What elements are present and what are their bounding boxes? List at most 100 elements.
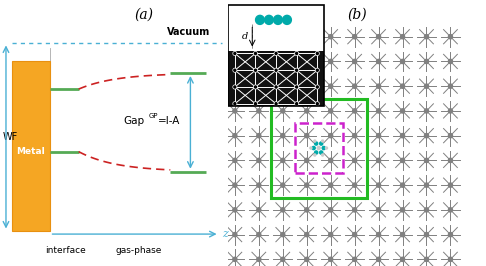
Circle shape [329,208,333,212]
Circle shape [400,183,404,187]
Circle shape [257,208,261,212]
Circle shape [257,84,261,88]
Circle shape [274,85,278,89]
Circle shape [295,68,299,72]
Circle shape [329,59,333,64]
Bar [271,99,366,197]
Circle shape [400,134,404,138]
Circle shape [314,142,318,145]
Circle shape [329,232,333,237]
Circle shape [317,146,320,150]
Text: d: d [242,32,248,41]
Text: z: z [222,229,227,239]
Circle shape [400,232,404,237]
Circle shape [305,109,309,113]
Text: WF: WF [2,132,18,142]
Circle shape [315,51,319,56]
Circle shape [353,257,357,261]
Circle shape [353,208,357,212]
Circle shape [305,35,309,39]
Circle shape [329,134,333,138]
Circle shape [449,109,452,113]
Circle shape [305,232,309,237]
Circle shape [257,257,261,261]
Circle shape [329,183,333,187]
Circle shape [424,183,429,187]
Circle shape [253,85,258,89]
Circle shape [424,35,429,39]
Circle shape [233,85,237,89]
Circle shape [322,140,324,142]
Circle shape [233,183,237,187]
Circle shape [315,102,319,106]
Circle shape [233,208,237,212]
Circle shape [305,84,309,88]
Circle shape [257,183,261,187]
Circle shape [449,134,452,138]
Circle shape [322,146,325,150]
Circle shape [449,232,452,237]
Circle shape [329,158,333,163]
Circle shape [274,15,282,24]
Circle shape [233,158,237,163]
Circle shape [253,102,258,106]
Circle shape [377,158,381,163]
Circle shape [315,85,319,89]
Circle shape [233,257,237,261]
Circle shape [449,257,452,261]
Circle shape [257,134,261,138]
Circle shape [449,84,452,88]
Circle shape [424,208,429,212]
Text: (a): (a) [134,8,153,22]
Circle shape [424,59,429,64]
Text: gas-phase: gas-phase [116,246,162,255]
Circle shape [377,257,381,261]
Circle shape [314,154,316,156]
Circle shape [353,134,357,138]
Circle shape [283,15,292,24]
Circle shape [305,59,309,64]
Circle shape [305,257,309,261]
Circle shape [305,134,309,138]
Circle shape [295,51,299,56]
Circle shape [281,109,285,113]
Circle shape [233,84,237,88]
Text: Vacuum: Vacuum [167,27,210,37]
Circle shape [377,134,381,138]
Circle shape [377,59,381,64]
Circle shape [400,84,404,88]
Circle shape [320,151,323,154]
Text: =I-A: =I-A [158,116,180,126]
Circle shape [233,109,237,113]
Circle shape [233,134,237,138]
Circle shape [424,158,429,163]
Circle shape [322,154,324,156]
Circle shape [233,35,237,39]
Circle shape [315,68,319,72]
Circle shape [256,15,264,24]
Circle shape [233,51,237,56]
Text: interface: interface [45,246,86,255]
Circle shape [257,109,261,113]
Circle shape [264,15,273,24]
Circle shape [281,257,285,261]
Circle shape [377,208,381,212]
Circle shape [353,84,357,88]
Circle shape [400,109,404,113]
Circle shape [329,109,333,113]
Circle shape [377,232,381,237]
Circle shape [329,84,333,88]
Circle shape [424,134,429,138]
Circle shape [449,35,452,39]
Bar [228,5,324,106]
Circle shape [305,158,309,163]
Bar [295,123,343,173]
Circle shape [295,102,299,106]
Circle shape [233,232,237,237]
Circle shape [274,102,278,106]
Circle shape [257,232,261,237]
Circle shape [274,68,278,72]
Bar [12,61,50,231]
Bar [228,5,324,51]
Circle shape [400,158,404,163]
